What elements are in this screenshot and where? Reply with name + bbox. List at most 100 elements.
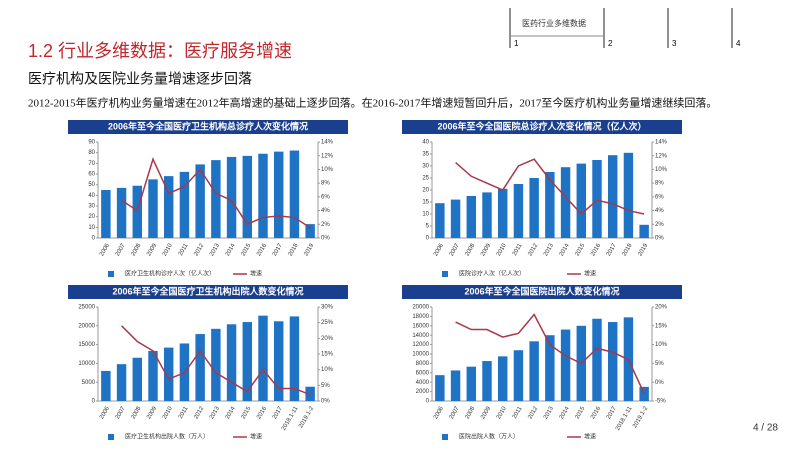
- y-tick-label: 16000: [412, 323, 429, 329]
- x-tick-label: 2006: [99, 242, 111, 257]
- y2-tick-label: 2%: [655, 222, 664, 228]
- x-tick-label: 2009: [146, 405, 158, 420]
- x-tick-label: 2006: [433, 242, 445, 257]
- y-tick-label: 40: [422, 140, 429, 146]
- legend-swatch: [108, 271, 114, 277]
- legend-swatch: [442, 434, 448, 440]
- y-tick-label: 50: [88, 182, 95, 188]
- growth-line: [121, 325, 311, 396]
- bar: [529, 178, 539, 238]
- bar: [592, 160, 602, 238]
- x-tick-label: 2014: [225, 405, 237, 420]
- x-tick-label: 2015: [575, 405, 587, 420]
- y-tick-label: 0: [92, 399, 96, 405]
- bar: [132, 185, 142, 238]
- y2-tick-label: 25%: [321, 320, 334, 326]
- tab[interactable]: 2: [608, 39, 613, 48]
- bar: [482, 361, 492, 401]
- x-tick-label: 2017: [606, 242, 618, 257]
- bar: [101, 370, 111, 401]
- legend-label: 医院诊疗人次（亿人次）: [459, 270, 525, 278]
- y2-tick-label: 15%: [321, 352, 334, 358]
- bar: [450, 199, 461, 238]
- tab[interactable]: 1: [514, 39, 519, 48]
- y2-tick-label: 15%: [655, 323, 668, 329]
- y-tick-label: 2000: [416, 389, 430, 395]
- bar: [576, 163, 586, 238]
- bar: [560, 167, 571, 238]
- x-tick-label: 2010: [496, 405, 508, 420]
- y-tick-label: 10: [88, 225, 95, 231]
- bar: [545, 335, 555, 401]
- legend-swatch: [442, 271, 448, 277]
- x-tick-label: 2014: [225, 242, 237, 257]
- x-tick-label: 2014: [559, 242, 571, 257]
- x-tick-label: 2009: [480, 405, 492, 420]
- x-tick-label: 2008: [465, 242, 477, 257]
- bar: [608, 322, 618, 401]
- y2-tick-label: 30%: [321, 305, 334, 311]
- y2-tick-label: 14%: [655, 140, 668, 146]
- y2-tick-label: 0%: [321, 399, 330, 405]
- chart-title: 2006年至今全国医疗卫生机构出院人数变化情况: [112, 285, 303, 296]
- y2-tick-label: 0%: [655, 380, 664, 386]
- bar: [101, 190, 111, 238]
- tab[interactable]: 4: [736, 39, 741, 48]
- y-tick-label: 0: [426, 399, 430, 405]
- y-tick-label: 4000: [416, 380, 430, 386]
- bar: [116, 187, 127, 238]
- y-tick-label: 6000: [416, 370, 430, 376]
- tab[interactable]: 3: [672, 39, 677, 48]
- growth-line: [455, 313, 645, 394]
- y-tick-label: 14000: [412, 333, 429, 339]
- y-tick-label: 30: [422, 164, 429, 170]
- y-tick-label: 18000: [412, 314, 429, 320]
- chart-title-bar: [402, 285, 682, 299]
- slide-title: 1.2 行业多维数据：医疗服务增速: [28, 41, 292, 61]
- bar: [258, 315, 268, 401]
- y-tick-label: 30: [88, 204, 95, 210]
- bar: [164, 176, 174, 238]
- y2-tick-label: 10%: [321, 167, 334, 173]
- y2-tick-label: 10%: [321, 367, 334, 373]
- x-tick-label: 2012: [193, 405, 205, 420]
- bar: [274, 151, 284, 238]
- bar: [274, 321, 284, 401]
- bar: [513, 350, 524, 401]
- bar: [289, 150, 300, 238]
- y2-tick-label: 12%: [655, 153, 668, 159]
- y-tick-label: 15: [422, 200, 429, 206]
- y2-tick-label: 0%: [655, 236, 664, 242]
- bar: [116, 364, 127, 401]
- growth-line: [455, 158, 645, 216]
- bar: [435, 203, 445, 238]
- x-tick-label: 2019.1-2: [632, 405, 649, 429]
- bar: [513, 184, 524, 238]
- x-tick-label: 2019: [637, 242, 649, 257]
- y-tick-label: 10: [422, 212, 429, 218]
- y-tick-label: 0: [92, 236, 96, 242]
- bar: [498, 188, 508, 238]
- bar: [608, 155, 618, 238]
- y-tick-label: 25000: [78, 305, 95, 311]
- y2-tick-label: 6%: [321, 194, 330, 200]
- bar: [639, 386, 649, 401]
- y2-tick-label: 20%: [655, 305, 668, 311]
- bar: [435, 375, 445, 401]
- x-tick-label: 2013: [543, 405, 555, 420]
- bar: [195, 334, 205, 401]
- x-tick-label: 2016: [590, 242, 602, 257]
- bar: [195, 164, 205, 238]
- x-tick-label: 2009: [146, 242, 158, 257]
- x-tick-label: 2015: [241, 242, 253, 257]
- x-tick-label: 2011: [178, 405, 190, 420]
- x-tick-label: 2015: [241, 405, 253, 420]
- x-tick-label: 2008: [131, 242, 143, 257]
- x-tick-label: 2008: [465, 405, 477, 420]
- bar: [242, 322, 252, 401]
- x-tick-label: 2006: [99, 405, 111, 420]
- chart-title: 2006年至今全国医院出院人数变化情况: [464, 285, 619, 296]
- bar: [211, 328, 221, 401]
- x-tick-label: 2013: [209, 242, 221, 257]
- x-tick-label: 2016: [256, 242, 268, 257]
